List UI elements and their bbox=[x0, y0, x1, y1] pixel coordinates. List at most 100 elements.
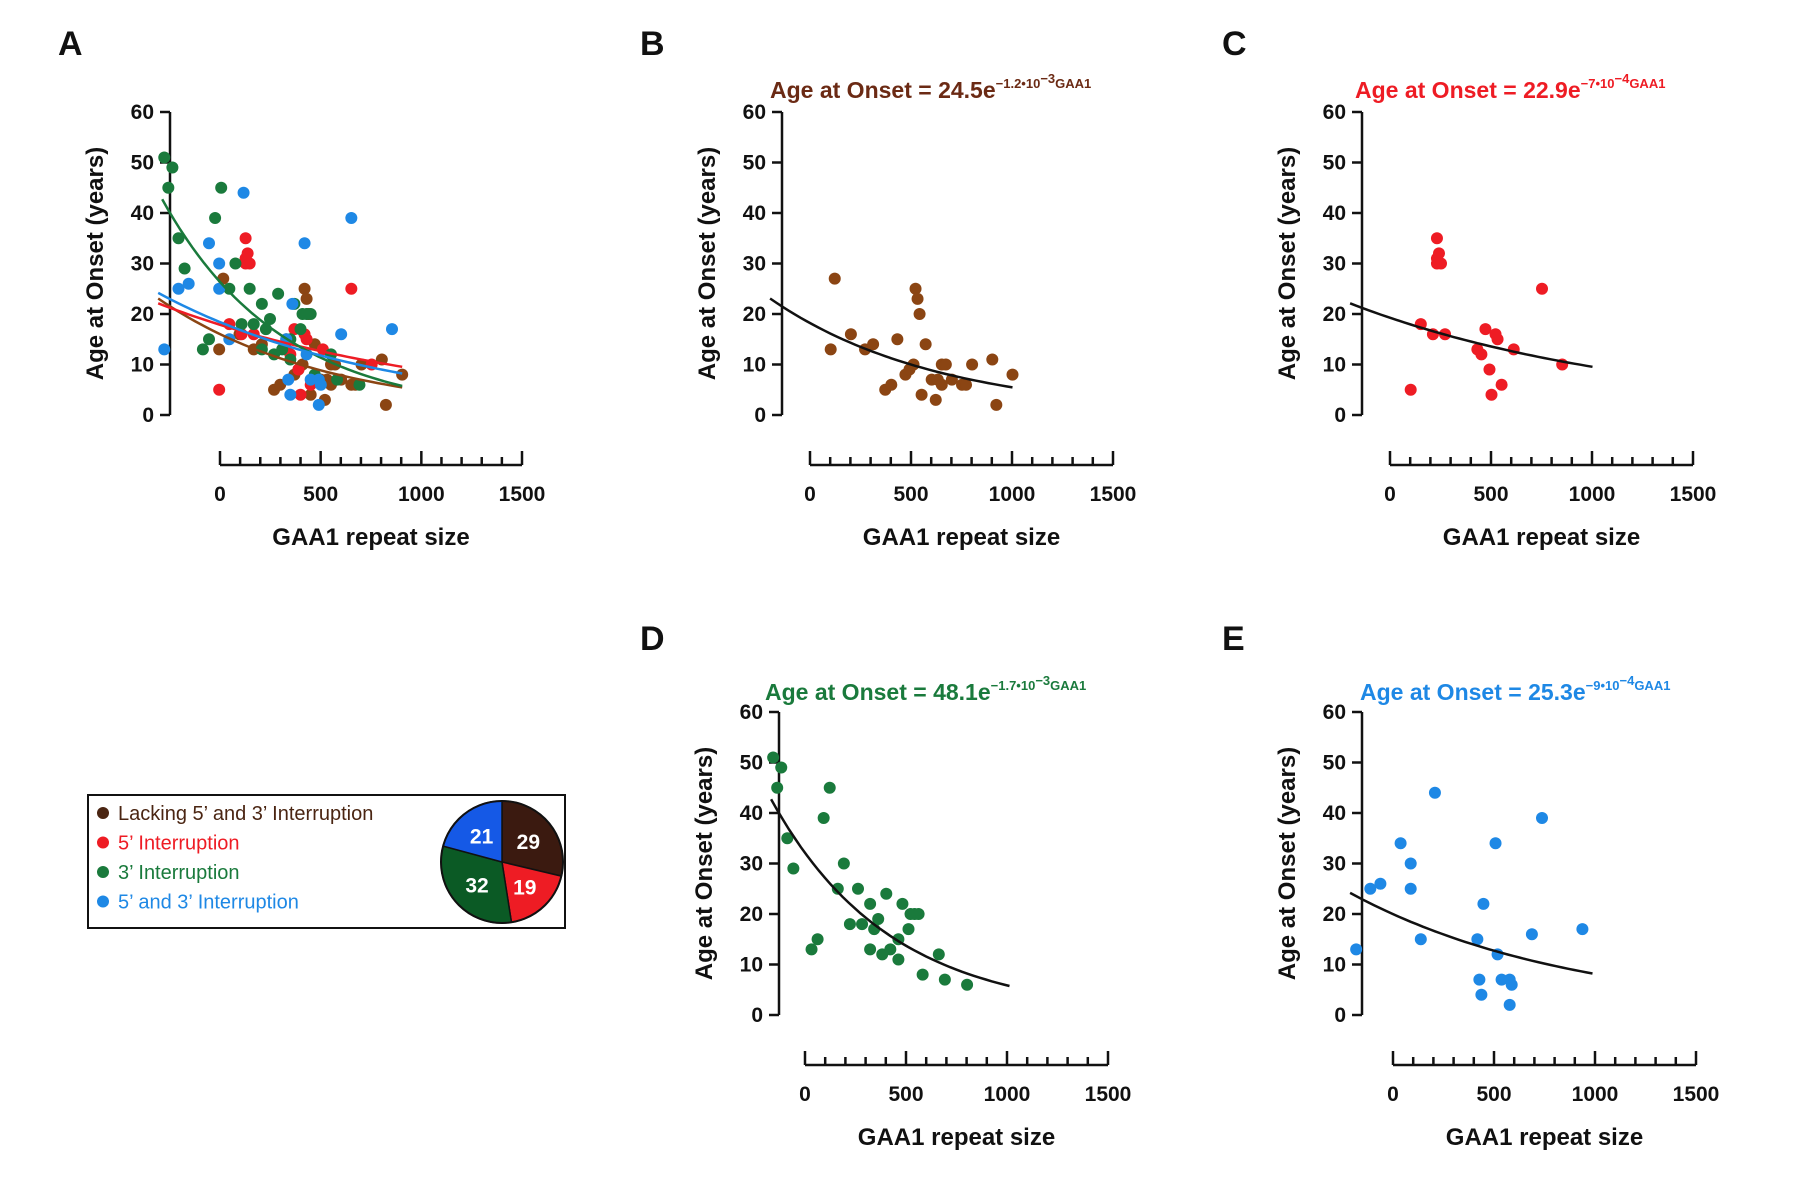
data-point bbox=[911, 292, 924, 305]
data-point bbox=[209, 212, 222, 225]
data-point bbox=[1404, 882, 1417, 895]
data-point bbox=[300, 292, 313, 305]
data-point bbox=[787, 862, 800, 875]
y-tick-label: 0 bbox=[751, 1004, 763, 1027]
data-point bbox=[823, 781, 836, 794]
data-point bbox=[182, 277, 195, 290]
x-axis: 0 500 1000 1500 GAA1 repeat size bbox=[1384, 451, 1716, 551]
data-point bbox=[386, 323, 398, 336]
y-tick-label: 50 bbox=[1323, 152, 1346, 175]
plot-area bbox=[767, 751, 1010, 991]
data-point bbox=[939, 358, 952, 371]
y-tick-label: 10 bbox=[131, 354, 154, 377]
data-point bbox=[1576, 923, 1589, 936]
x-tick-label: 1000 bbox=[984, 1083, 1031, 1106]
y-tick-label: 60 bbox=[740, 701, 763, 724]
data-point bbox=[1430, 232, 1443, 245]
x-axis-title: GAA1 repeat size bbox=[863, 524, 1060, 551]
data-point bbox=[892, 953, 905, 966]
plot-area bbox=[1349, 786, 1593, 1011]
data-point bbox=[852, 882, 864, 895]
panel-letter: C bbox=[1222, 25, 1247, 63]
equation-exponent: −7•10 bbox=[1581, 76, 1615, 91]
data-point bbox=[1475, 348, 1488, 361]
data-point bbox=[938, 973, 951, 986]
equation-exponent-variable: GAA1 bbox=[1634, 678, 1670, 693]
legend-label: 3’ Interruption bbox=[118, 862, 240, 884]
data-point bbox=[913, 308, 926, 320]
y-axis: 0 10 20 30 40 50 60 Age at Onset (years) bbox=[694, 101, 784, 427]
data-point bbox=[1485, 388, 1498, 401]
y-tick-label: 50 bbox=[740, 752, 763, 775]
data-point bbox=[986, 353, 999, 366]
x-axis-title: GAA1 repeat size bbox=[1446, 1124, 1643, 1151]
fit-curve bbox=[157, 291, 403, 375]
y-tick-label: 20 bbox=[131, 303, 154, 326]
data-point bbox=[196, 343, 209, 356]
data-point bbox=[158, 343, 171, 356]
fit-equation: Age at Onset = 24.5e−1.2•10−3GAA1 bbox=[770, 71, 1091, 103]
y-tick-label: 10 bbox=[1323, 954, 1346, 977]
fit-curve bbox=[161, 198, 403, 388]
x-tick-label: 0 bbox=[1384, 483, 1396, 506]
legend-marker bbox=[97, 895, 109, 908]
data-point bbox=[294, 323, 307, 336]
data-point bbox=[843, 918, 856, 931]
data-point bbox=[284, 388, 297, 401]
data-point bbox=[781, 832, 794, 845]
y-axis-title: Age at Onset (years) bbox=[691, 747, 718, 980]
data-point bbox=[203, 237, 215, 250]
x-tick-label: 1000 bbox=[989, 483, 1036, 506]
data-point bbox=[919, 338, 932, 351]
data-point bbox=[223, 282, 236, 295]
legend-label: 5’ Interruption bbox=[118, 833, 240, 855]
data-point bbox=[286, 297, 299, 310]
data-point bbox=[264, 313, 276, 326]
x-axis-title: GAA1 repeat size bbox=[1443, 524, 1640, 551]
y-tick-label: 30 bbox=[1323, 853, 1346, 876]
data-point bbox=[932, 948, 945, 961]
data-point bbox=[817, 812, 830, 825]
data-point bbox=[916, 968, 929, 981]
legend-marker bbox=[97, 807, 109, 819]
data-point bbox=[1428, 786, 1441, 799]
data-point bbox=[312, 398, 325, 411]
data-point bbox=[1364, 882, 1377, 895]
data-point bbox=[1491, 333, 1504, 346]
panel-a: A 0 10 20 30 40 50 60 Age at Onset (years) 0 500 10… bbox=[58, 25, 545, 551]
y-tick-label: 30 bbox=[743, 253, 766, 276]
y-tick-label: 60 bbox=[1323, 101, 1346, 124]
data-point bbox=[239, 232, 252, 245]
panel-letter: B bbox=[640, 25, 665, 63]
y-tick-label: 10 bbox=[743, 354, 766, 377]
data-point bbox=[990, 398, 1003, 411]
data-point bbox=[162, 181, 175, 194]
data-point bbox=[1495, 378, 1508, 391]
y-tick-label: 0 bbox=[142, 404, 154, 427]
data-point bbox=[1404, 383, 1417, 396]
x-tick-label: 1000 bbox=[1569, 483, 1616, 506]
y-tick-label: 60 bbox=[1323, 701, 1346, 724]
data-point bbox=[885, 378, 898, 391]
y-tick-label: 40 bbox=[1323, 802, 1346, 825]
data-point bbox=[844, 328, 857, 341]
equation-base: Age at Onset = 24.5e bbox=[770, 77, 996, 103]
y-tick-label: 40 bbox=[740, 802, 763, 825]
legend: Lacking 5’ and 3’ Interruption 5’ Interru… bbox=[87, 794, 566, 929]
x-tick-label: 1500 bbox=[1085, 1083, 1132, 1106]
data-point bbox=[1350, 943, 1363, 956]
data-point bbox=[1503, 998, 1516, 1011]
y-tick-label: 10 bbox=[1323, 354, 1346, 377]
fit-curve bbox=[769, 297, 1013, 389]
x-tick-label: 0 bbox=[214, 483, 226, 506]
y-axis-title: Age at Onset (years) bbox=[694, 147, 721, 380]
data-point bbox=[1471, 933, 1484, 946]
y-axis: 0 10 20 30 40 50 60 Age at Onset (years) bbox=[691, 701, 781, 1027]
data-point bbox=[811, 933, 824, 946]
data-point bbox=[1432, 247, 1445, 260]
x-tick-label: 1500 bbox=[1673, 1083, 1720, 1106]
fit-curve bbox=[1349, 302, 1593, 369]
data-point bbox=[891, 333, 904, 346]
panel-e: E 0 10 20 30 40 50 60 Age at Onset (years) 0 500 10… bbox=[1222, 620, 1719, 1151]
